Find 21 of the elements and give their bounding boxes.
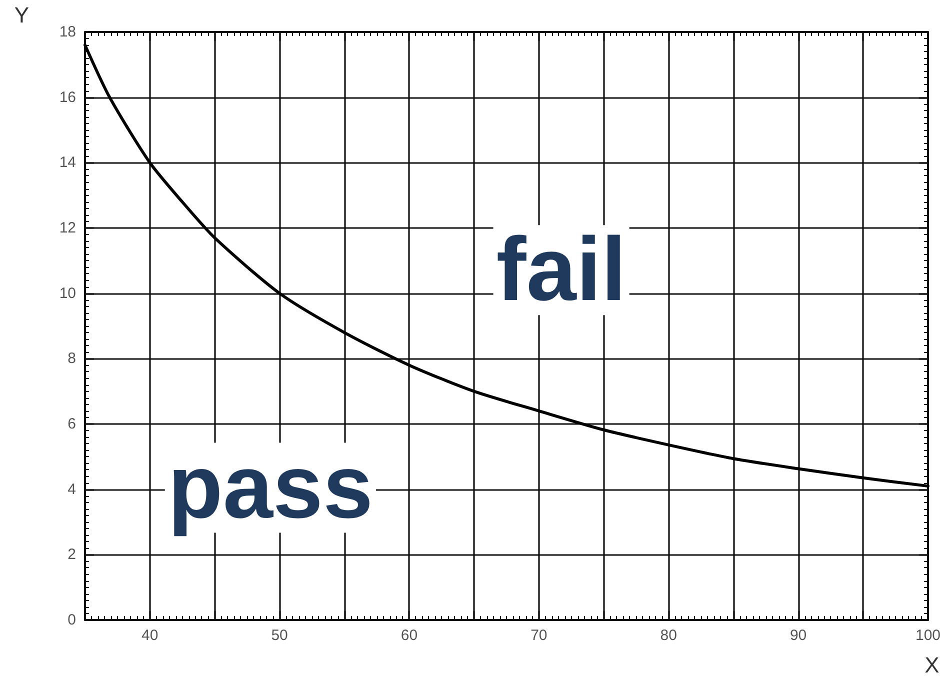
y-axis-title: Y — [14, 2, 30, 28]
y-tick-label: 18 — [59, 24, 76, 40]
x-tick-label: 80 — [660, 627, 677, 644]
x-tick-label: 90 — [790, 627, 807, 644]
x-tick-label: 40 — [142, 627, 158, 644]
y-tick-label: 8 — [68, 350, 76, 368]
annotation: pass — [168, 438, 374, 538]
x-tick-label: 50 — [271, 627, 288, 644]
annotation: fail — [496, 220, 626, 320]
x-tick-label: 70 — [530, 627, 548, 644]
x-axis-title: X — [924, 652, 940, 678]
y-tick-label: 6 — [68, 416, 76, 432]
y-tick-label: 14 — [59, 154, 76, 172]
y-tick-label: 4 — [68, 480, 76, 498]
x-tick-label: 60 — [400, 627, 418, 644]
x-tick-label: 100 — [915, 627, 941, 644]
y-tick-label: 16 — [59, 88, 76, 106]
y-tick-label: 2 — [68, 546, 76, 564]
y-tick-label: 10 — [59, 284, 76, 302]
y-tick-label: 0 — [68, 612, 76, 628]
y-tick-label: 12 — [59, 220, 76, 236]
